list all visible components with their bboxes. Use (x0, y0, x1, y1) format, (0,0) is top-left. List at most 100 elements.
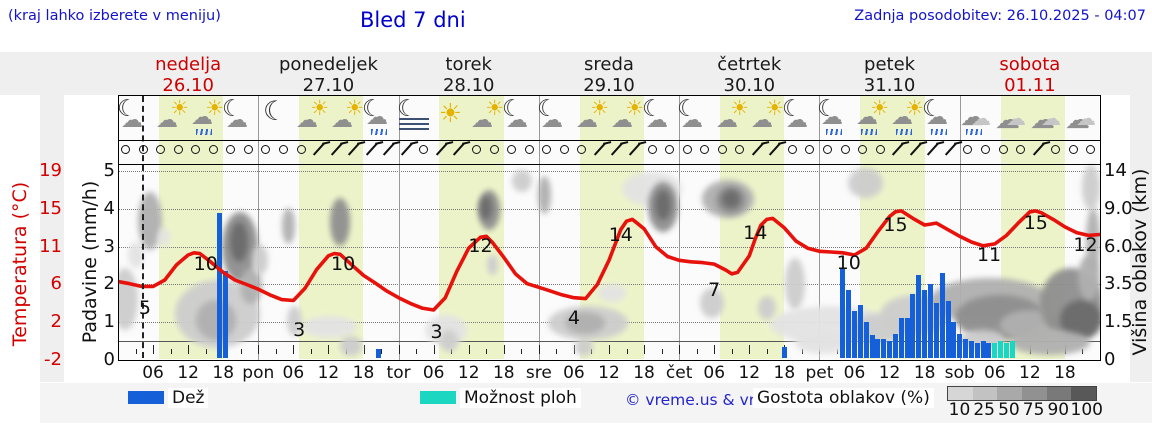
hour-tick (468, 345, 470, 354)
cover-gradient-step (997, 387, 1023, 400)
wind-calm-icon (208, 145, 218, 154)
midnight-line (258, 96, 260, 360)
cloud-blob (287, 306, 302, 336)
rain-bar (945, 301, 951, 358)
wind-calm-icon (542, 145, 552, 154)
gridline (118, 171, 1100, 173)
cloud-blob (722, 190, 740, 208)
day-name: sreda (584, 54, 634, 75)
cloud-blob (538, 176, 551, 214)
midnight-line (679, 96, 681, 360)
rain-drops-icon (196, 129, 212, 135)
sun-icon: ☀ (765, 96, 784, 120)
time-label: 06 (282, 363, 305, 383)
wind-calm-icon (261, 145, 271, 154)
sun-icon: ☀ (205, 96, 224, 120)
time-label: 06 (983, 363, 1006, 383)
day-date: 30.10 (723, 75, 776, 96)
day-abbr-label: pet (805, 363, 834, 383)
wind-calm-icon (419, 145, 429, 154)
wind-calm-icon (156, 145, 166, 154)
cloud-blob (848, 168, 883, 198)
cloud-icon: ☁ (331, 108, 353, 133)
precip-tick: 5 (103, 160, 115, 182)
cloud-icon: ☁ (821, 105, 843, 130)
cloud-icon: ☁ (191, 105, 213, 130)
moon-icon: ☾ (922, 96, 943, 122)
moon-icon: ☾ (817, 96, 838, 122)
rain-bar (974, 343, 980, 358)
day-abbr-label: sre (525, 363, 552, 383)
temp-label: 7 (708, 279, 721, 301)
cloud-blob (158, 228, 170, 246)
temp-label: 15 (1023, 212, 1048, 234)
hour-tick (258, 345, 260, 354)
wind-calm-icon (559, 145, 569, 154)
midnight-line (398, 96, 400, 360)
sun-icon: ☀ (345, 96, 364, 120)
cloud-icon: ☁ (1065, 105, 1090, 134)
hour-tick (766, 349, 768, 354)
hour-tick (153, 345, 155, 354)
wind-calm-icon (998, 145, 1008, 154)
day-abbr-label: pon (242, 363, 275, 383)
cloud-icon: ☁ (541, 108, 563, 133)
cloud-icon: ☁ (856, 105, 878, 130)
cover-tick-label: 90 (1047, 400, 1070, 420)
temp-label: 4 (567, 307, 580, 329)
wind-calm-icon (1086, 145, 1096, 154)
time-label: 18 (492, 363, 515, 383)
weather-icon-cloud-rain: ☁ ☁ (958, 99, 992, 137)
temp-label: 12 (468, 235, 493, 257)
cloud-icon: ☁ (960, 102, 985, 131)
hour-tick (416, 349, 418, 354)
rain-bar (881, 339, 887, 358)
day-header-ponedeljek: ponedeljek 27.10 (258, 54, 398, 96)
moon-icon: ☾ (502, 96, 523, 122)
cloud-height-tick: 1.5 (1104, 311, 1133, 333)
weather-icon-moon-cloud: ☾ ☁ (222, 96, 257, 137)
rain-bar (927, 284, 933, 358)
hour-tick (521, 349, 523, 354)
cloud-height-tick: 3.5 (1104, 273, 1133, 295)
time-label: 18 (212, 363, 235, 383)
cloud-icon: ☁ (1076, 106, 1096, 130)
hour-tick (328, 345, 330, 354)
rain-legend-label: Dež (168, 388, 209, 408)
temp-axis-title: Temperatura (°C) (9, 181, 31, 347)
day-date: 01.11 (1004, 75, 1056, 96)
location-hint: (kraj lahko izberete v meniju) (8, 8, 221, 24)
last-update: Zadnja posodobitev: 26.10.2025 - 04:07 (854, 8, 1146, 24)
wind-calm-icon (647, 145, 657, 154)
frame-wind-sep (118, 164, 1101, 165)
cover-tick-label: 50 (998, 400, 1020, 420)
hour-tick (240, 349, 242, 354)
day-abbr-label: tor (386, 363, 411, 383)
cloud-icon: ☁ (611, 108, 633, 133)
rain-bar (863, 322, 869, 358)
rain-bar (922, 290, 928, 358)
rain-bar (892, 333, 898, 358)
day-header-sobota: sobota 01.11 (960, 54, 1100, 96)
weather-icon-cloud: ☁ ☁ (1028, 99, 1062, 137)
hour-tick (626, 349, 628, 354)
wind-calm-icon (787, 145, 797, 154)
page-title: Bled 7 dni (360, 8, 466, 32)
cover-tick-label: 100 (1070, 400, 1103, 420)
cloud-icon: ☁ (751, 108, 773, 133)
cloud-cover-gradient (947, 386, 1097, 401)
weather-icon-moon-rain: ☾ ☁ (362, 98, 397, 137)
temp-label: 10 (193, 253, 218, 275)
weather-icon-moon-cloud: ☾ ☁ (118, 98, 152, 137)
wind-calm-icon (243, 145, 253, 154)
sun-icon: ☀ (590, 96, 609, 120)
hour-tick (503, 345, 505, 354)
wind-calm-icon (1068, 145, 1078, 154)
moon-icon: ☾ (222, 96, 243, 122)
shower-bar (1009, 341, 1015, 358)
shower-legend-swatch (420, 391, 456, 404)
day-header-row (0, 52, 1152, 95)
fog-icon (399, 118, 429, 130)
hour-tick (538, 345, 540, 354)
hour-tick (749, 345, 751, 354)
